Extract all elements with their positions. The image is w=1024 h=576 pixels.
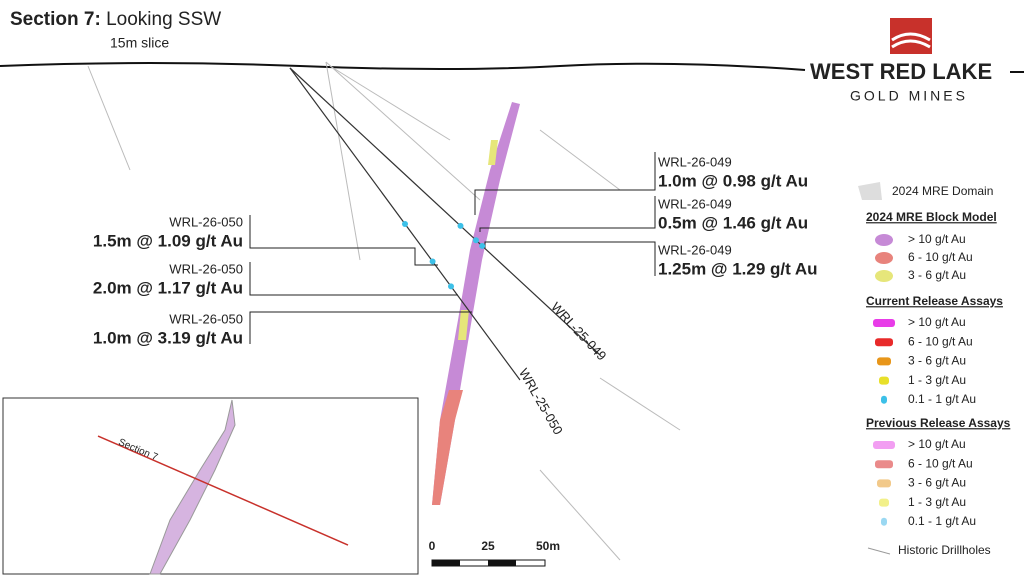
- legend-domain: 2024 MRE Domain: [892, 184, 993, 198]
- legend-swatch: [875, 270, 893, 282]
- logo-name: WEST RED LAKE: [810, 59, 992, 84]
- callouts: WRL-26-049 1.0m @ 0.98 g/t Au WRL-26-049 0.…: [93, 152, 818, 347]
- legend-item: > 10 g/t Au: [908, 315, 966, 329]
- callout-leader: [479, 196, 656, 232]
- historic-holes: [87, 61, 681, 561]
- legend-swatch: [875, 234, 893, 246]
- inset-section-line: [97, 435, 349, 546]
- inset-frame: [2, 397, 419, 575]
- callout-hole: WRL-26-050: [169, 214, 243, 229]
- title-bold: Section 7:: [10, 9, 101, 30]
- logo: WEST RED LAKE GOLD MINES: [810, 18, 992, 104]
- legend-item: 0.1 - 1 g/t Au: [908, 514, 976, 528]
- legend: 2024 MRE Domain 2024 MRE Block Model > 10 …: [858, 182, 1011, 557]
- drillhole: [289, 67, 601, 356]
- callout-hole: WRL-26-050: [169, 311, 243, 326]
- legend-title: Previous Release Assays: [866, 416, 1011, 430]
- legend-swatch: [875, 338, 893, 347]
- assay-dot: [448, 283, 454, 290]
- callout-hole: WRL-26-049: [658, 154, 732, 169]
- legend-item: > 10 g/t Au: [908, 437, 966, 451]
- logo-waves: [891, 32, 931, 49]
- inset-orebody: [149, 399, 236, 575]
- legend-historic: Historic Drillholes: [898, 543, 991, 557]
- scale-bar: 0 25 50m: [429, 539, 560, 567]
- legend-item: 3 - 6 g/t Au: [908, 476, 966, 490]
- legend-swatch: [881, 517, 887, 526]
- callout-leader: [249, 311, 472, 344]
- legend-item: 6 - 10 g/t Au: [908, 250, 973, 264]
- legend-swatch: [877, 357, 891, 366]
- scale-seg: [432, 560, 460, 566]
- legend-item: 1 - 3 g/t Au: [908, 495, 966, 509]
- legend-swatch: [873, 319, 895, 327]
- drillhole-label: WRL-25-049: [548, 299, 609, 363]
- title: Section 7: Looking SSW: [10, 9, 221, 30]
- callout-leader: [484, 241, 656, 276]
- legend-item: 0.1 - 1 g/t Au: [908, 392, 976, 406]
- assay-dot: [473, 237, 479, 244]
- scale-label: 50m: [536, 539, 560, 553]
- legend-item: 1 - 3 g/t Au: [908, 373, 966, 387]
- legend-item: 6 - 10 g/t Au: [908, 456, 973, 470]
- scale-seg: [488, 560, 516, 566]
- legend-swatch: [875, 460, 893, 469]
- callout-hole: WRL-26-049: [658, 242, 732, 257]
- callout-hole: WRL-26-050: [169, 261, 243, 276]
- callout-result: 1.25m @ 1.29 g/t Au: [658, 259, 818, 278]
- drillhole-label: WRL-25-050: [516, 366, 566, 437]
- callout-result: 0.5m @ 1.46 g/t Au: [658, 213, 808, 232]
- logo-tagline: GOLD MINES: [850, 88, 968, 104]
- callout-leader: [474, 152, 656, 215]
- legend-item: 6 - 10 g/t Au: [908, 334, 973, 348]
- assay-dot: [429, 258, 436, 265]
- legend-swatch: [873, 441, 895, 449]
- legend-swatch: [881, 395, 887, 404]
- inset-map: Section 7: [2, 397, 419, 575]
- legend-item: 3 - 6 g/t Au: [908, 268, 966, 282]
- assay-dot: [457, 222, 464, 229]
- orebody-zone: [432, 390, 463, 505]
- assay-dot: [479, 242, 486, 249]
- legend-title: Current Release Assays: [866, 294, 1003, 308]
- assay-dot: [402, 221, 408, 227]
- legend-swatch: [879, 376, 889, 385]
- callout-leader: [249, 262, 458, 296]
- callout-leader: [249, 215, 438, 266]
- title-rest: Looking SSW: [106, 9, 221, 30]
- callout-result: 1.5m @ 1.09 g/t Au: [93, 231, 243, 250]
- callout-result: 2.0m @ 1.17 g/t Au: [93, 278, 243, 297]
- orebody-zone: [458, 140, 498, 340]
- callout-hole: WRL-26-049: [658, 196, 732, 211]
- legend-swatch: [877, 479, 891, 488]
- callout-result: 1.0m @ 0.98 g/t Au: [658, 171, 808, 190]
- subtitle: 15m slice: [110, 35, 169, 51]
- legend-swatch: [875, 252, 893, 264]
- domain-icon: [858, 182, 882, 200]
- scale-label: 0: [429, 539, 436, 553]
- topography: [0, 62, 806, 71]
- scale-label: 25: [481, 539, 495, 553]
- legend-item: > 10 g/t Au: [908, 232, 966, 246]
- legend-title: 2024 MRE Block Model: [866, 210, 997, 224]
- legend-swatch: [879, 498, 889, 507]
- legend-swatch: [867, 547, 891, 555]
- legend-item: 3 - 6 g/t Au: [908, 354, 966, 368]
- callout-result: 1.0m @ 3.19 g/t Au: [93, 328, 243, 347]
